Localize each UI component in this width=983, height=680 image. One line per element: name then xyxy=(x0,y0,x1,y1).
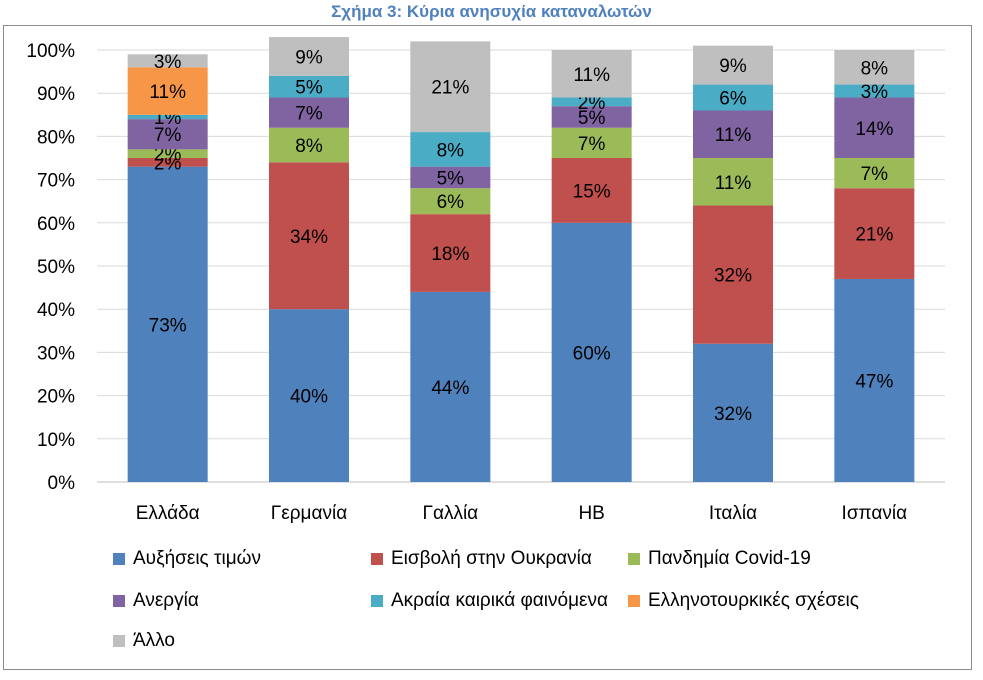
data-label: 2% xyxy=(578,93,606,114)
bar-segment xyxy=(410,41,491,133)
y-tick-label: 70% xyxy=(37,171,75,192)
bar-segment xyxy=(551,222,632,483)
data-label: 11% xyxy=(715,173,752,194)
x-tick-label: Ελλάδα xyxy=(136,503,200,524)
data-label: 7% xyxy=(295,104,323,125)
bar-segment xyxy=(127,54,208,68)
data-label: 11% xyxy=(149,82,186,103)
data-label: 21% xyxy=(855,225,893,246)
bar-segment xyxy=(127,67,208,115)
bar-segment xyxy=(127,119,208,150)
bar-segment xyxy=(127,149,208,158)
x-tick-label: Ιταλία xyxy=(709,503,757,524)
chart-title: Σχήμα 3: Κύρια ανησυχία καταναλωτών xyxy=(331,2,652,21)
data-label: 47% xyxy=(855,371,893,392)
data-label: 60% xyxy=(573,343,611,364)
data-label: 7% xyxy=(578,134,606,155)
data-label: 7% xyxy=(861,164,889,185)
data-label: 21% xyxy=(431,78,469,99)
bar-segment xyxy=(410,188,491,215)
bar-segment xyxy=(693,205,773,344)
bar-segment xyxy=(410,166,491,189)
data-label: 8% xyxy=(437,140,465,161)
data-label: 2% xyxy=(154,145,182,166)
y-tick-label: 20% xyxy=(37,387,75,408)
bar-segment xyxy=(551,106,632,128)
data-label: 6% xyxy=(719,89,747,110)
bar-segment xyxy=(834,97,915,158)
bar-segment xyxy=(834,158,915,189)
y-tick-label: 60% xyxy=(37,214,75,235)
data-label: 3% xyxy=(154,52,182,73)
data-label: 15% xyxy=(573,181,611,202)
bar-segment xyxy=(693,110,773,158)
bar-segment xyxy=(551,127,632,158)
x-tick-label: Γερμανία xyxy=(271,503,347,524)
bar-segment xyxy=(834,278,915,482)
bar-segment xyxy=(834,188,915,279)
data-label: 11% xyxy=(715,125,752,146)
stacked-bar-chart: 0%10%20%30%40%50%60%70%80%90%100%73%2%2%… xyxy=(26,37,945,524)
data-label: 18% xyxy=(431,244,469,265)
x-tick-label: Ισπανία xyxy=(842,503,908,524)
data-label: 32% xyxy=(714,404,752,425)
bar-segment xyxy=(410,291,491,482)
x-tick-label: Γαλλία xyxy=(423,503,479,524)
data-label: 9% xyxy=(295,47,323,68)
bar-segment xyxy=(834,84,915,98)
bar-segment xyxy=(693,45,773,85)
bar-segment xyxy=(551,158,632,223)
y-tick-label: 40% xyxy=(37,300,75,321)
bar-segment xyxy=(269,97,349,128)
bar-segment xyxy=(693,84,773,111)
data-label: 5% xyxy=(578,108,606,129)
bar-segment xyxy=(410,214,491,292)
data-label: 7% xyxy=(154,125,182,146)
bar-segment xyxy=(693,343,773,482)
data-label: 11% xyxy=(573,65,610,86)
bar-segment xyxy=(410,132,491,167)
data-label: 9% xyxy=(719,56,747,77)
data-label: 8% xyxy=(295,136,323,157)
y-tick-label: 50% xyxy=(37,257,75,278)
bar-segment xyxy=(269,309,349,482)
data-label: 32% xyxy=(714,266,752,287)
y-tick-label: 80% xyxy=(37,127,75,148)
data-label: 73% xyxy=(149,315,187,336)
data-label: 6% xyxy=(437,192,465,213)
data-label: 34% xyxy=(290,227,328,248)
y-tick-label: 0% xyxy=(48,473,76,494)
data-label: 8% xyxy=(861,58,889,79)
chart-frame xyxy=(3,25,972,670)
data-label: 2% xyxy=(154,153,182,174)
y-tick-label: 90% xyxy=(37,84,75,105)
bar-segment xyxy=(551,97,632,107)
y-tick-label: 30% xyxy=(37,343,75,364)
x-tick-label: ΗΒ xyxy=(578,503,604,524)
bar-segment xyxy=(551,50,632,98)
y-tick-label: 10% xyxy=(37,430,75,451)
bar-segment xyxy=(269,127,349,163)
bar-segment xyxy=(834,50,915,85)
y-tick-label: 100% xyxy=(26,41,75,62)
data-label: 5% xyxy=(295,78,323,99)
bar-segment xyxy=(127,166,208,482)
bar-segment xyxy=(127,158,208,167)
data-label: 3% xyxy=(861,82,889,103)
bar-segment xyxy=(269,162,349,310)
data-label: 14% xyxy=(855,119,893,140)
data-label: 5% xyxy=(437,168,465,189)
bar-segment xyxy=(693,158,773,206)
data-label: 44% xyxy=(431,378,469,399)
bar-segment xyxy=(269,37,349,76)
bar-segment xyxy=(127,114,208,120)
data-label: 40% xyxy=(290,387,328,408)
bar-segment xyxy=(269,75,349,98)
